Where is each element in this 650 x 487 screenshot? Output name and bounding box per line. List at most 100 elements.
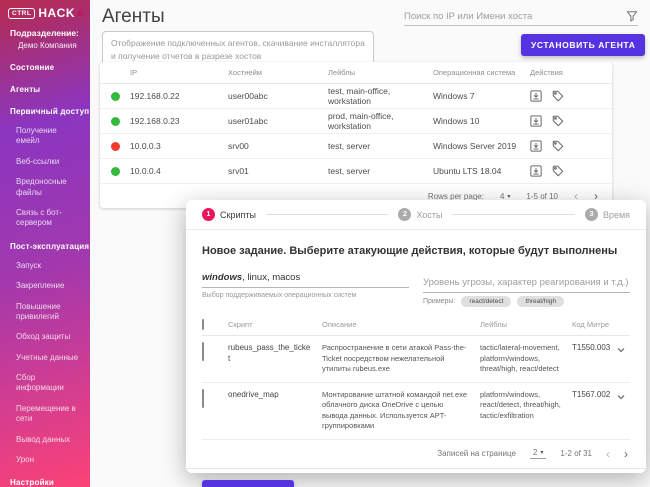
table-row[interactable]: 10.0.0.4 srv01 test, server Ubuntu LTS 1… bbox=[100, 159, 612, 184]
table-row[interactable]: 192.168.0.22 user00abc test, main-office… bbox=[100, 84, 612, 109]
download-report-icon[interactable] bbox=[530, 115, 542, 127]
cell-script-name: onedrive_map bbox=[228, 389, 279, 399]
status-dot bbox=[111, 116, 120, 126]
column-mitre: Код Митре bbox=[572, 320, 610, 329]
cell-os: Ubuntu LTS 18.04 bbox=[433, 166, 502, 176]
ctrl-key-icon: CTRL bbox=[8, 7, 36, 19]
script-row[interactable]: onedrive_map Монтирование штатной команд… bbox=[202, 383, 630, 440]
sidebar-section-initial-access[interactable]: Первичный доступ bbox=[10, 107, 90, 116]
sidebar-item-credentials[interactable]: Учетные данные bbox=[16, 352, 79, 362]
cell-hostname: user01abc bbox=[228, 116, 268, 126]
step-time[interactable]: 3 Время bbox=[584, 208, 630, 221]
install-agent-button[interactable]: УСТАНОВИТЬ АГЕНТА bbox=[521, 34, 646, 56]
sidebar-item-status[interactable]: Состояние bbox=[10, 63, 55, 72]
example-chip[interactable]: react/detect bbox=[461, 296, 512, 307]
search-input[interactable] bbox=[404, 10, 626, 22]
sidebar-item-exfiltration[interactable]: Вывод данных bbox=[16, 434, 71, 444]
chevron-down-icon: ▾ bbox=[507, 193, 511, 200]
tag-icon[interactable] bbox=[552, 115, 564, 127]
column-description: Описание bbox=[322, 320, 357, 329]
unit-block: Подразделение: Демо Компания bbox=[0, 20, 90, 50]
filter-icon[interactable] bbox=[626, 10, 638, 22]
cell-ip: 10.0.0.3 bbox=[130, 141, 161, 151]
column-hostname: Хостнейм bbox=[228, 68, 262, 77]
cell-labels: test, server bbox=[328, 166, 371, 176]
sidebar: CTRL HACK « Подразделение: Демо Компания… bbox=[0, 0, 90, 487]
next-page-icon[interactable]: › bbox=[624, 446, 628, 461]
status-dot bbox=[111, 166, 120, 176]
chevron-down-icon: ▾ bbox=[540, 450, 544, 456]
tag-icon[interactable] bbox=[552, 140, 564, 152]
status-dot bbox=[111, 141, 120, 151]
continue-button[interactable]: ПРОДОЛЖИТЬ bbox=[202, 479, 294, 487]
column-ip: IP bbox=[130, 68, 138, 77]
cell-script-name: rubeus_pass_the_ticket bbox=[228, 343, 311, 363]
rows-per-page-label: Записей на странице bbox=[437, 449, 516, 458]
cell-mitre-code: T1567.002 bbox=[572, 389, 611, 399]
os-field-helper: Выбор поддерживаемых операционных систем bbox=[202, 292, 357, 299]
cell-script-labels: platform/windows, react/detect, threat/h… bbox=[480, 389, 561, 420]
tag-icon[interactable] bbox=[552, 90, 564, 102]
cell-labels: test, server bbox=[328, 141, 371, 151]
sidebar-item-weblinks[interactable]: Веб-ссылки bbox=[16, 156, 60, 166]
modal-footer: ПРОДОЛЖИТЬ ОТМЕНИТЬ bbox=[202, 469, 630, 487]
agents-table: IP Хостнейм Лейблы Операционная система … bbox=[100, 62, 612, 208]
sidebar-item-execution[interactable]: Запуск bbox=[16, 260, 42, 270]
row-checkbox[interactable] bbox=[202, 388, 204, 408]
sidebar-item-defense-evasion[interactable]: Обход защиты bbox=[16, 332, 71, 342]
search-bar bbox=[404, 10, 638, 26]
column-os: Операционная система bbox=[433, 68, 516, 77]
modal-heading: Новое задание. Выберите атакующие действ… bbox=[202, 245, 618, 257]
download-report-icon[interactable] bbox=[530, 140, 542, 152]
step-hosts[interactable]: 2 Хосты bbox=[398, 208, 442, 221]
os-field[interactable]: windows, linux, macos Выбор поддерживаем… bbox=[202, 272, 409, 307]
cell-script-description: Распространение в сети атакой Pass-the-T… bbox=[322, 343, 467, 373]
select-all-checkbox[interactable] bbox=[202, 319, 204, 330]
cell-hostname: user00abc bbox=[228, 91, 268, 101]
page-title: Агенты bbox=[102, 6, 165, 27]
column-labels: Лейблы bbox=[480, 320, 508, 329]
row-checkbox[interactable] bbox=[202, 342, 204, 361]
prev-page-icon[interactable]: ‹ bbox=[606, 446, 610, 461]
sidebar-item-impact[interactable]: Урон bbox=[16, 455, 35, 465]
sidebar-nav: Состояние Агенты Первичный доступ Получе… bbox=[0, 63, 90, 487]
sidebar-item-collection[interactable]: Сбор информации bbox=[16, 373, 64, 393]
agents-table-header: IP Хостнейм Лейблы Операционная система … bbox=[100, 62, 612, 84]
next-page-icon[interactable]: › bbox=[594, 189, 598, 203]
download-report-icon[interactable] bbox=[530, 165, 542, 177]
prev-page-icon[interactable]: ‹ bbox=[574, 189, 578, 203]
sidebar-item-email[interactable]: Получение емейл bbox=[16, 126, 57, 146]
unit-label: Подразделение: bbox=[10, 28, 79, 38]
cell-os: Windows 10 bbox=[433, 116, 480, 126]
example-chip[interactable]: threat/high bbox=[517, 296, 565, 307]
script-row[interactable]: rubeus_pass_the_ticket Распространение в… bbox=[202, 336, 630, 383]
sidebar-item-settings[interactable]: Настройки bbox=[10, 478, 55, 487]
table-row[interactable]: 10.0.0.3 srv00 test, server Windows Serv… bbox=[100, 134, 612, 159]
sidebar-item-lateral-movement[interactable]: Перемещение в сети bbox=[16, 403, 76, 424]
download-report-icon[interactable] bbox=[530, 90, 542, 102]
new-task-modal: 1 Скрипты 2 Хосты 3 Время Новое задание.… bbox=[186, 200, 646, 487]
step-connector bbox=[265, 214, 389, 215]
sidebar-item-agents[interactable]: Агенты bbox=[10, 85, 41, 94]
cell-ip: 10.0.0.4 bbox=[130, 166, 161, 176]
sidebar-item-privilege-escalation[interactable]: Повышение привилегий bbox=[16, 301, 61, 321]
pagination-range: 1-5 of 10 bbox=[526, 191, 558, 201]
status-dot bbox=[111, 91, 120, 101]
cell-labels: prod, main-office, workstation bbox=[328, 111, 394, 131]
brand-name: HACK bbox=[38, 6, 76, 20]
sidebar-item-c2[interactable]: Связь с бот-сервером bbox=[16, 207, 62, 228]
expand-row-icon[interactable] bbox=[616, 343, 630, 375]
step-scripts[interactable]: 1 Скрипты bbox=[202, 208, 256, 221]
rows-per-page-select[interactable]: 4 ▾ bbox=[499, 191, 511, 201]
sidebar-section-post-exploitation[interactable]: Пост-эксплуатация bbox=[10, 241, 90, 251]
sidebar-item-persistence[interactable]: Закрепление bbox=[16, 281, 65, 291]
step-connector bbox=[452, 214, 575, 215]
rows-per-page-select[interactable]: 2 ▾ bbox=[529, 448, 547, 459]
sidebar-item-malware-files[interactable]: Вредоносные файлы bbox=[16, 177, 67, 197]
tag-icon[interactable] bbox=[552, 165, 564, 177]
expand-row-icon[interactable] bbox=[616, 390, 630, 432]
column-script: Скрипт bbox=[228, 320, 253, 329]
table-row[interactable]: 192.168.0.23 user01abc prod, main-office… bbox=[100, 109, 612, 134]
threat-level-input[interactable] bbox=[423, 277, 630, 293]
